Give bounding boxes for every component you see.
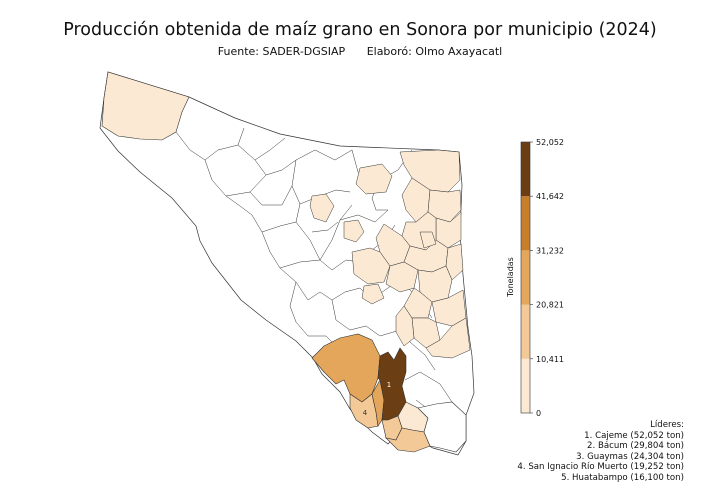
author-note: Elaboró: Olmo Axayacatl xyxy=(366,45,503,58)
colorbar-bands xyxy=(520,141,531,414)
colorbar-band xyxy=(521,358,530,413)
leader-item: 5. Huatabampo (16,100 ton) xyxy=(561,472,684,483)
colorbar-tick-label: 20,821 xyxy=(536,301,564,310)
source-note: Fuente: SADER-DGSIAP xyxy=(217,45,346,58)
colorbar-label: Toneladas xyxy=(506,257,515,298)
colorbar-tick-label: 31,232 xyxy=(536,246,564,255)
leaders-heading: Líderes: xyxy=(650,420,684,430)
colorbar-tick-label: 10,411 xyxy=(536,355,564,364)
leader-item: 1. Cajeme (52,052 ton) xyxy=(584,430,684,441)
colorbar-band xyxy=(521,142,530,197)
leaders-box: Líderes: 1. Cajeme (52,052 ton) 2. Bácum… xyxy=(517,420,684,484)
municipio-guaymas xyxy=(311,333,381,403)
colorbar-tick-label: 41,642 xyxy=(536,192,564,201)
colorbar-band xyxy=(521,304,530,359)
municipio-northwest xyxy=(101,71,190,141)
leader-item: 2. Bácum (29,804 ton) xyxy=(587,441,684,452)
map-label-cajeme: 1 xyxy=(387,381,391,389)
eastern-pale-municipios xyxy=(309,149,471,359)
colorbar-ticks: 0 10,411 20,821 31,232 41,642 52,052 xyxy=(530,138,564,418)
colorbar-tick-label: 0 xyxy=(536,409,541,418)
map-subtitle: Fuente: SADER-DGSIAP Elaboró: Olmo Axaya… xyxy=(0,45,720,58)
map-label-san-ignacio: 4 xyxy=(363,409,368,417)
colorbar-band xyxy=(521,196,530,251)
municipio-alamos xyxy=(417,401,467,453)
leader-item: 3. Guaymas (24,304 ton) xyxy=(576,451,684,462)
colorbar-band xyxy=(521,250,530,305)
map-title: Producción obtenida de maíz grano en Son… xyxy=(63,20,657,40)
leader-item: 4. San Ignacio Río Muerto (19,252 ton) xyxy=(517,462,684,473)
colorbar-frame xyxy=(520,141,531,414)
colorbar-tick-label: 52,052 xyxy=(536,138,564,147)
